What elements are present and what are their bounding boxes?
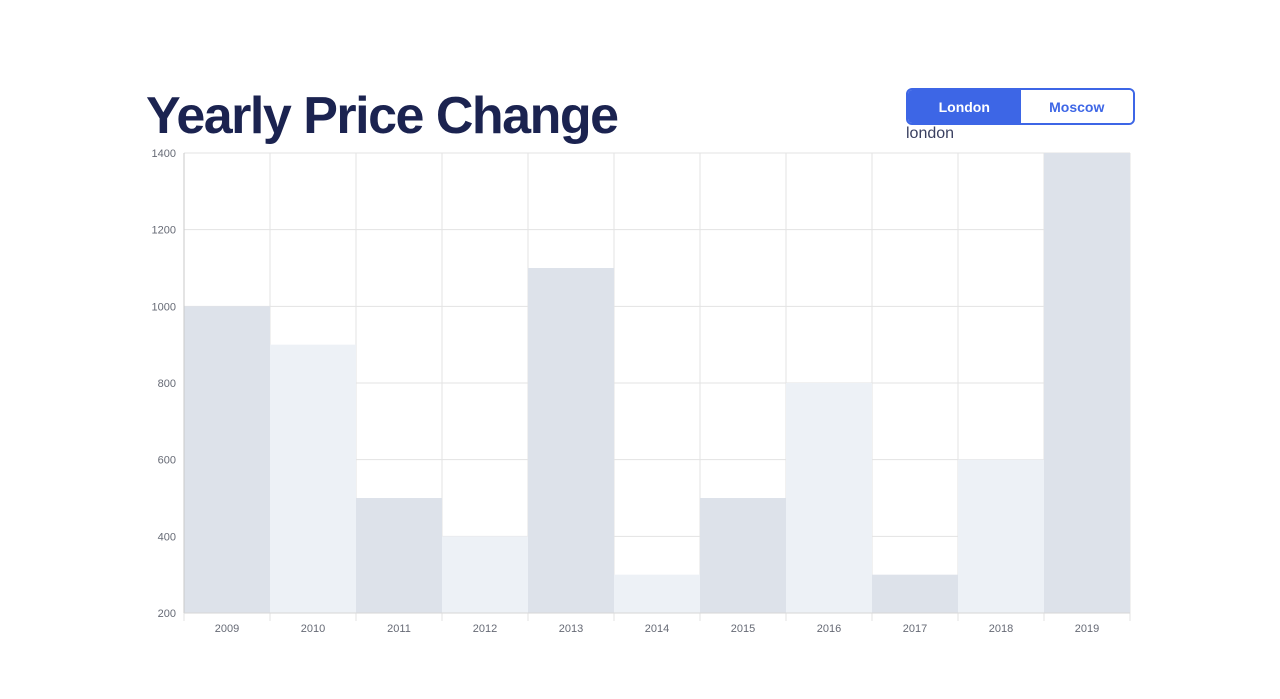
y-tick-label: 1000 bbox=[152, 301, 176, 313]
y-tick-label: 1400 bbox=[152, 148, 176, 160]
x-tick-label: 2010 bbox=[301, 623, 325, 635]
x-tick-label: 2017 bbox=[903, 623, 927, 635]
x-tick-label: 2012 bbox=[473, 623, 497, 635]
y-tick-labels: 200 400 600 800 1000 1200 1400 bbox=[152, 148, 176, 620]
bar-2014 bbox=[614, 574, 700, 613]
bar-2017 bbox=[872, 574, 958, 613]
x-tick-label: 2015 bbox=[731, 623, 755, 635]
x-tick-label: 2013 bbox=[559, 623, 583, 635]
y-tick-label: 1200 bbox=[152, 225, 176, 237]
y-tick-label: 400 bbox=[158, 531, 176, 543]
y-tick-label: 600 bbox=[158, 455, 176, 467]
bar-2009 bbox=[184, 306, 270, 613]
x-tick-label: 2014 bbox=[645, 623, 669, 635]
y-tick-label: 200 bbox=[158, 608, 176, 620]
bar-2011 bbox=[356, 498, 442, 613]
toggle-london-button[interactable]: London bbox=[908, 90, 1021, 123]
bar-2016 bbox=[786, 383, 872, 613]
bar-2015 bbox=[700, 498, 786, 613]
x-tick-label: 2011 bbox=[387, 623, 411, 635]
bar-2018 bbox=[958, 459, 1044, 613]
selected-city-label: london bbox=[906, 125, 955, 142]
bar-2019 bbox=[1044, 153, 1130, 613]
city-toggle: London Moscow bbox=[906, 88, 1135, 125]
x-tick-label: 2009 bbox=[215, 623, 239, 635]
axes bbox=[183, 153, 1130, 614]
x-tick-label: 2019 bbox=[1075, 623, 1099, 635]
x-tick-label: 2018 bbox=[989, 623, 1013, 635]
toggle-moscow-button[interactable]: Moscow bbox=[1020, 90, 1133, 123]
bar-2010 bbox=[270, 344, 356, 613]
y-tick-label: 800 bbox=[158, 378, 176, 390]
x-tick-labels: 2009 2010 2011 2012 2013 2014 2015 2016 2017 2018… bbox=[215, 623, 1099, 635]
bar-2013 bbox=[528, 268, 614, 613]
bar-2012 bbox=[442, 536, 528, 613]
x-tick-label: 2016 bbox=[817, 623, 841, 635]
bars bbox=[184, 153, 1130, 613]
page-title: Yearly Price Change bbox=[146, 87, 619, 145]
